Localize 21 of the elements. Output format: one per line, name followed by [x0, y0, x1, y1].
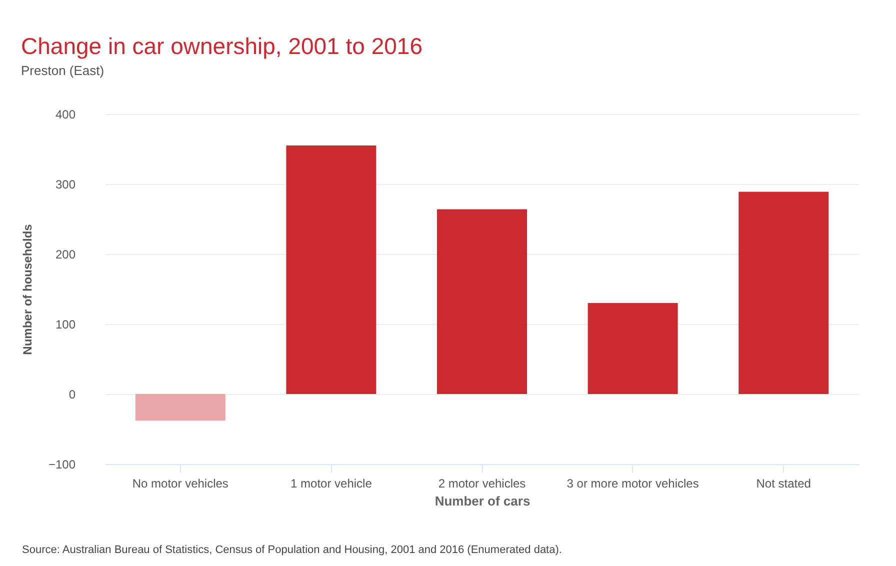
- bar: [738, 192, 829, 394]
- x-axis-title: Number of cars: [434, 494, 530, 508]
- x-tick-label: 3 or more motor vehicles: [566, 476, 699, 490]
- y-axis-title: Number of households: [20, 224, 34, 355]
- x-tick-label: 2 motor vehicles: [438, 476, 526, 490]
- y-tick-label: 300: [55, 178, 76, 192]
- bar: [437, 209, 527, 394]
- chart-title: Change in car ownership, 2001 to 2016: [21, 33, 423, 59]
- y-tick-label: 0: [68, 388, 76, 402]
- x-tick-label: 1 motor vehicle: [290, 476, 372, 490]
- bar: [286, 146, 376, 394]
- chart-subtitle: Preston (East): [21, 63, 104, 78]
- x-tick-label: No motor vehicles: [132, 476, 228, 490]
- y-tick-label: −100: [48, 458, 76, 472]
- bar: [588, 303, 678, 394]
- y-tick-label: 200: [55, 248, 76, 262]
- bar: [135, 394, 226, 421]
- x-tick-label: Not stated: [756, 476, 811, 490]
- y-tick-label: 400: [55, 108, 76, 122]
- y-tick-label: 100: [55, 318, 76, 332]
- source-note: Source: Australian Bureau of Statistics, Census of Population and Housing, 2001 and 2016 (Enumerated data).: [22, 544, 562, 556]
